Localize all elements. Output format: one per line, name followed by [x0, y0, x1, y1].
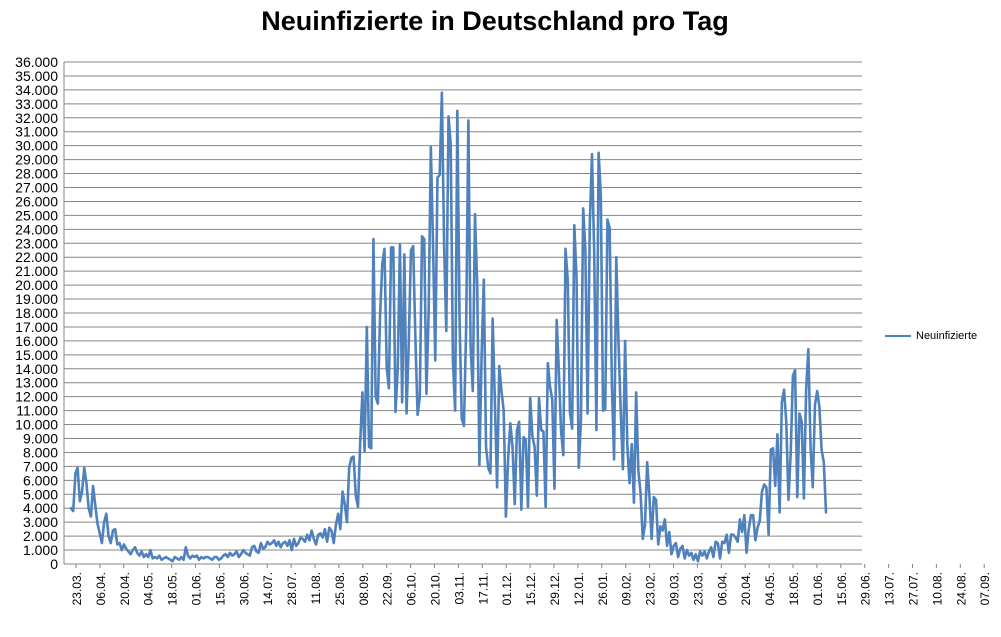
x-tick-label: 12.01. [572, 572, 586, 605]
y-tick-label: 30.000 [15, 138, 58, 154]
x-tick-label: 14.07. [261, 572, 275, 605]
y-tick-label: 15.000 [15, 347, 58, 363]
y-tick-label: 13.000 [15, 375, 58, 391]
y-tick-label: 24.000 [15, 221, 58, 237]
x-tick-label: 15.06. [213, 572, 227, 605]
y-tick-label: 8.000 [23, 444, 58, 460]
y-tick-label: 10.000 [15, 417, 58, 433]
x-tick-label: 25.08. [333, 572, 347, 605]
y-tick-label: 11.000 [16, 403, 58, 419]
y-tick-label: 2.000 [23, 528, 58, 544]
x-tick-label: 22.09. [381, 572, 395, 605]
x-tick-label: 23.03. [70, 572, 84, 605]
y-tick-label: 14.000 [15, 361, 58, 377]
gridlines [64, 61, 862, 551]
x-tick-label: 04.05. [142, 572, 156, 605]
x-tick-label: 27.07. [907, 572, 921, 605]
y-tick-label: 36.000 [15, 54, 58, 70]
x-tick-label: 20.10. [429, 572, 443, 605]
y-tick-label: 20.000 [15, 277, 58, 293]
y-tick-label: 34.000 [15, 82, 58, 98]
x-tick-label: 20.04. [118, 572, 132, 605]
y-tick-label: 12.000 [15, 389, 58, 405]
x-tick-label: 09.03. [668, 572, 682, 605]
x-tick-label: 23.03. [691, 572, 705, 605]
x-tick-label: 17.11. [476, 572, 490, 604]
legend-swatch [885, 335, 911, 337]
y-axis-tick-labels: 01.0002.0003.0004.0005.0006.0007.0008.00… [15, 54, 58, 572]
y-tick-label: 6.000 [23, 472, 58, 488]
x-tick-label: 13.07. [883, 572, 897, 605]
y-tick-label: 25.000 [15, 207, 58, 223]
y-tick-label: 4.000 [23, 500, 58, 516]
y-tick-label: 16.000 [15, 333, 58, 349]
y-tick-label: 27.000 [15, 180, 58, 196]
legend-label: Neuinfizierte [916, 330, 978, 342]
x-tick-label: 28.07. [285, 572, 299, 605]
x-tick-label: 06.04. [715, 572, 729, 605]
x-tick-label: 04.05. [763, 572, 777, 605]
y-tick-label: 33.000 [15, 96, 58, 112]
y-tick-label: 23.000 [15, 235, 58, 251]
y-tick-label: 28.000 [15, 166, 58, 182]
x-tick-label: 18.05. [787, 572, 801, 605]
y-tick-label: 26.000 [15, 193, 58, 209]
x-tick-label: 15.12. [524, 572, 538, 605]
y-tick-label: 7.000 [23, 458, 58, 474]
axes [63, 62, 985, 568]
y-tick-label: 17.000 [15, 319, 58, 335]
x-tick-label: 09.02. [620, 572, 634, 605]
x-tick-label: 06.10. [405, 572, 419, 605]
x-tick-label: 01.06. [811, 572, 825, 605]
y-tick-label: 35.000 [15, 68, 58, 84]
y-tick-label: 22.000 [15, 249, 58, 265]
x-tick-label: 30.06. [237, 572, 251, 605]
y-tick-label: 29.000 [15, 152, 58, 168]
x-tick-label: 29.12. [548, 572, 562, 605]
x-axis-tick-labels: 23.03. 06.04. 20.04. 04.05. 18.05. 01.06. 15.0… [70, 572, 992, 605]
x-tick-label: 01.06. [190, 572, 204, 605]
x-tick-label: 01.12. [500, 572, 514, 605]
series-line-neuinfizierte [69, 91, 828, 563]
y-tick-label: 31.000 [15, 124, 58, 140]
x-tick-label: 20.04. [739, 572, 753, 605]
y-tick-label: 0 [50, 556, 58, 572]
x-tick-label: 23.02. [644, 572, 658, 605]
y-tick-label: 1.000 [23, 542, 58, 558]
x-tick-label: 06.04. [94, 572, 108, 605]
y-tick-label: 5.000 [23, 486, 58, 502]
x-tick-label: 26.01. [596, 572, 610, 605]
x-tick-label: 24.08. [954, 572, 968, 605]
y-tick-label: 9.000 [23, 431, 58, 447]
y-tick-label: 19.000 [15, 291, 58, 307]
series-lines [69, 91, 828, 563]
x-tick-label: 07.09. [978, 572, 992, 605]
x-tick-label: 15.06. [835, 572, 849, 605]
y-tick-label: 21.000 [15, 263, 58, 279]
x-tick-label: 03.11. [452, 572, 466, 604]
legend: Neuinfizierte [885, 330, 977, 342]
y-tick-label: 18.000 [15, 305, 58, 321]
x-tick-label: 10.08. [930, 572, 944, 605]
y-tick-label: 32.000 [15, 110, 58, 126]
x-tick-label: 11.08. [309, 572, 323, 604]
chart-title: Neuinfizierte in Deutschland pro Tag [261, 6, 729, 36]
x-tick-label: 18.05. [166, 572, 180, 605]
x-tick-label: 08.09. [357, 572, 371, 605]
x-tick-label: 29.06. [859, 572, 873, 605]
y-tick-label: 3.000 [23, 514, 58, 530]
